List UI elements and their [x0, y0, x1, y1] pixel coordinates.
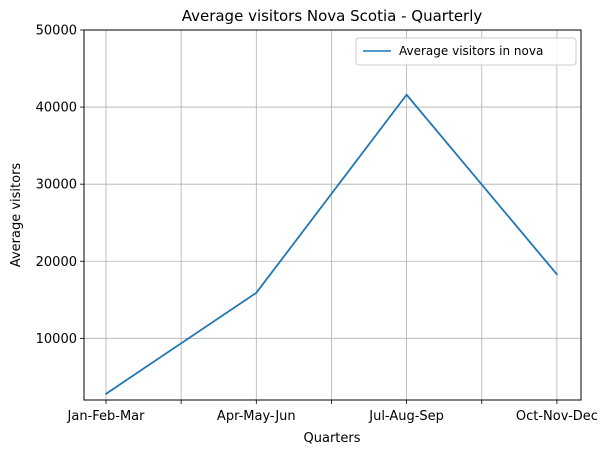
y-tick-label: 30000 [36, 178, 77, 193]
legend-box [355, 37, 577, 66]
y-axis-label: Average visitors [9, 163, 24, 268]
x-tick-label: Oct-Nov-Dec [516, 409, 598, 424]
x-axis-label: Quarters [304, 431, 361, 446]
data-point [405, 93, 408, 96]
y-ticks: 10000 20000 30000 40000 50000 [36, 24, 84, 347]
y-tick-label: 50000 [36, 24, 77, 39]
x-tick-label: Jul-Aug-Sep [368, 409, 444, 424]
x-ticks: Jan-Feb-Mar Apr-May-Jun Jul-Aug-Sep Oct-Nov… [67, 400, 598, 424]
x-tick-label: Jan-Feb-Mar [67, 409, 146, 424]
y-tick-label: 10000 [36, 332, 77, 347]
chart-title: Average visitors Nova Scotia - Quarterly [182, 7, 483, 25]
data-point [105, 392, 107, 395]
y-tick-label: 40000 [36, 101, 77, 116]
legend-label: Average visitors in nova [399, 44, 543, 58]
series-lines [105, 93, 558, 395]
plot-frame [83, 29, 582, 401]
data-point [556, 273, 558, 276]
series-line [105, 93, 558, 395]
y-tick-label: 20000 [36, 255, 77, 270]
data-point [255, 291, 258, 294]
legend: Average visitors in nova [355, 37, 577, 66]
x-tick-label: Apr-May-Jun [217, 409, 296, 424]
